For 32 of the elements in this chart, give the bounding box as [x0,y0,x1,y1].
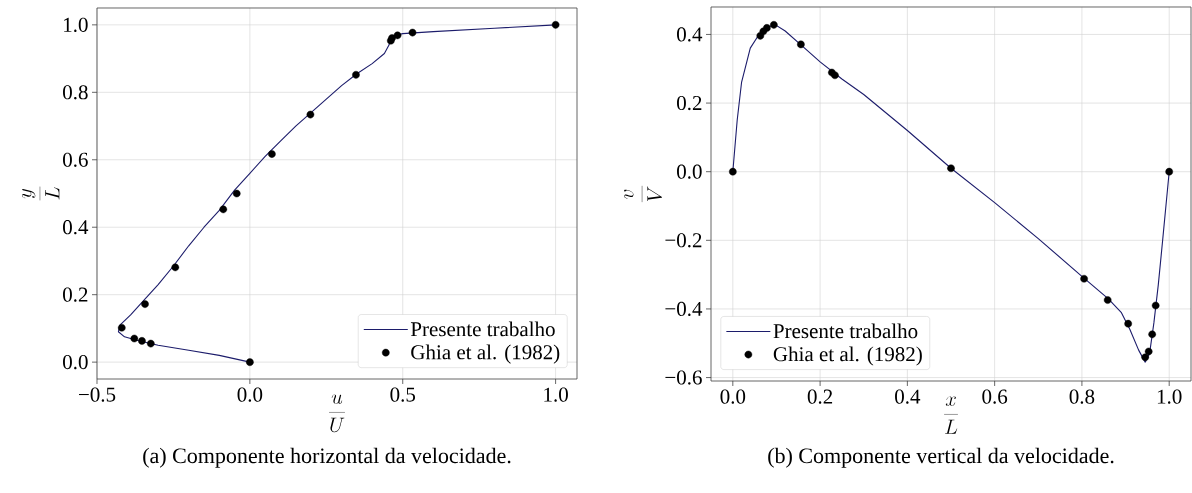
x-tick-label: 0.0 [720,389,746,404]
x-axis-title: $\frac{x}{L}$ [944,396,958,434]
y-tick-label: 0.0 [677,164,702,179]
y-axis-title: $\frac{y}{L}$ [21,186,60,201]
x-axis-title: $\frac{u}{U}$ [329,394,345,433]
y-axis-title: $\frac{v}{V}$ [624,185,662,203]
y-tick-label: 0.2 [63,287,88,302]
text: (a) Componente horizontal da velocidade. [143,447,511,468]
y-tick-label: −0.4 [665,301,703,317]
x-tick-label: 1.0 [544,387,568,402]
y-tick-label: 1.0 [64,17,88,32]
x-tick-label: 0.8 [1069,389,1095,404]
x-tick-label: 0.5 [390,387,416,402]
x-tick-label: 0.4 [895,389,921,404]
legend-label: Presente trabalho [773,323,918,339]
y-tick-label: 0.2 [677,95,702,111]
y-tick-label: −0.2 [665,233,702,248]
y-tick-label: −0.6 [665,370,702,385]
y-tick-label: 0.4 [63,220,89,235]
x-tick-label: 0.6 [982,389,1008,404]
y-tick-label: 0.6 [63,152,88,167]
legend-label: Ghia et al. (1982) [411,344,560,364]
text: (b) Componente vertical da velocidade. [768,447,1114,468]
x-tick-label: 0.0 [237,387,263,402]
legend-label: Presente trabalho [410,321,555,337]
legend-label: Ghia et al. (1982) [773,346,922,366]
x-tick-label: 1.0 [1157,389,1182,404]
y-tick-label: 0.8 [63,85,88,100]
y-tick-label: 0.0 [63,355,88,370]
x-tick-label: 0.2 [807,389,833,404]
x-tick-label: −0.5 [79,387,116,402]
y-tick-label: 0.4 [677,27,703,42]
